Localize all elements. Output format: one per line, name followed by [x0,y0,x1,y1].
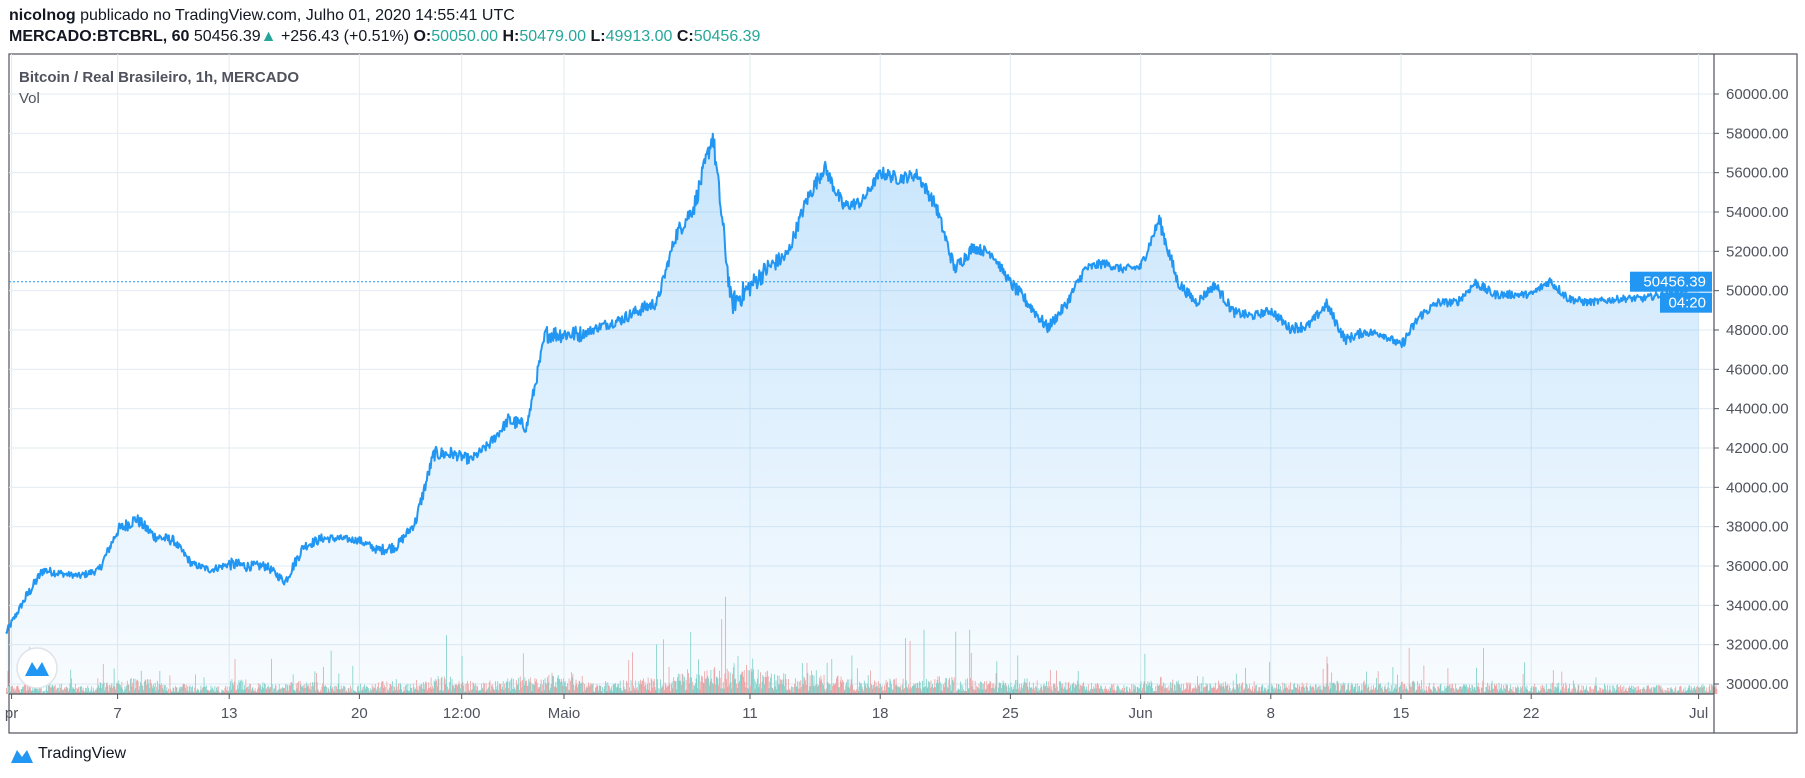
series-legend-title: Bitcoin / Real Brasileiro, 1h, MERCADO [19,69,299,86]
ohlc-bar: MERCADO:BTCBRL, 60 50456.39▲ +256.43 (+0… [9,28,760,46]
volume-bar [1711,684,1713,694]
volume-bar [1703,686,1705,694]
volume-bar [1709,683,1711,694]
volume-bar [1711,684,1712,694]
time-tick-label: 12:00 [443,705,481,722]
time-tick-label: pr [5,705,18,722]
time-tick-label: 11 [742,705,758,722]
volume-bar [1704,685,1705,694]
brand-name: TradingView [38,745,127,762]
time-tick-label: 20 [351,705,368,722]
price-tick-label: 60000.00 [1726,86,1789,103]
symbol: MERCADO:BTCBRL, 60 [9,28,190,45]
price-tick-label: 42000.00 [1726,440,1789,457]
price-tick-label: 58000.00 [1726,125,1789,142]
tradingview-logo-icon [11,750,33,763]
publish-text: publicado no TradingView.com, Julho 01, … [80,7,515,24]
volume-bar [1702,683,1704,694]
volume-bar [1704,691,1706,694]
volume-bar [1700,686,1701,694]
volume-bar [1708,686,1710,694]
volume-bar [1706,687,1708,694]
price-change: +256.43 (+0.51%) [280,28,410,45]
price-tick-label: 32000.00 [1726,637,1789,654]
time-tick-label: 13 [221,705,238,722]
price-tick-label: 38000.00 [1726,519,1789,536]
time-tick-label: 22 [1523,705,1540,722]
price-tick-label: 54000.00 [1726,204,1789,221]
last-price-label: 50456.39 04:20 [1630,271,1712,313]
tradingview-logo[interactable]: TradingView [10,744,126,764]
open-label: O: [413,28,432,45]
volume-bar [1698,687,1700,694]
price-axis[interactable]: 30000.00 32000.00 34000.00 36000.00 38000.00… [1714,86,1789,693]
time-tick-label: 18 [872,705,889,722]
publish-info: nicolnog publicado no TradingView.com, J… [9,7,515,25]
volume-bar [1707,692,1708,694]
price-tick-label: 34000.00 [1726,597,1789,614]
volume-bar [1710,690,1712,694]
close-value: 50456.39 [693,28,761,45]
volume-bar [1705,690,1707,694]
volume-bar [1714,686,1716,694]
time-axis[interactable]: pr 7 13 20 12:00 Maio 11 18 25 Jun 8 15 22 Jul [5,694,1708,722]
author-name[interactable]: nicolnog [9,7,76,24]
open-value: 50050.00 [431,28,498,45]
price-tick-label: 48000.00 [1726,322,1789,339]
time-tick-label: 8 [1267,705,1275,722]
price-tick-label: 50000.00 [1726,283,1789,300]
volume-bar [1715,684,1717,694]
high-label: H: [502,28,520,45]
volume-legend: Vol [19,90,40,107]
price-tick-label: 46000.00 [1726,361,1789,378]
time-tick-label: Jul [1689,705,1708,722]
price-area-fill [6,133,1699,694]
time-tick-label: 25 [1002,705,1019,722]
volume-bar [1712,686,1714,694]
time-tick-label: 7 [113,705,121,722]
close-label: C: [676,28,694,45]
volume-bar [1699,687,1701,694]
time-tick-label: Maio [548,705,581,722]
last-price: 50456.39 [193,28,261,45]
volume-bar [1707,691,1709,694]
high-value: 50479.00 [519,28,587,45]
low-value: 49913.00 [605,28,673,45]
price-tick-label: 44000.00 [1726,401,1789,418]
time-tick-label: 15 [1393,705,1410,722]
bar-countdown: 04:20 [1668,295,1706,312]
price-tick-label: 36000.00 [1726,558,1789,575]
volume-bar [1701,687,1703,694]
up-arrow-icon: ▲ [260,28,277,45]
volume-bar [1716,688,1718,694]
price-tick-label: 56000.00 [1726,165,1789,182]
price-tick-label: 30000.00 [1726,676,1789,693]
price-tick-label: 40000.00 [1726,479,1789,496]
tradingview-watermark-icon[interactable] [16,647,58,689]
price-tick-label: 52000.00 [1726,243,1789,260]
price-line [5,132,1700,634]
time-tick-label: Jun [1129,705,1153,722]
volume-bar [1700,685,1702,694]
low-label: L: [590,28,606,45]
last-price-value: 50456.39 [1643,274,1706,291]
